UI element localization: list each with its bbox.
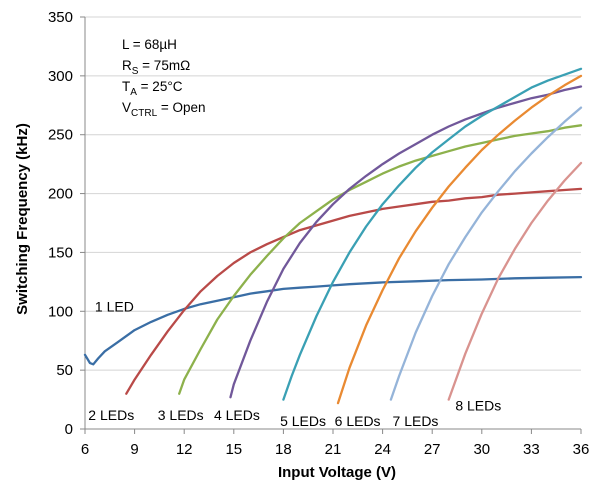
series-line-2 — [125, 187, 583, 395]
x-tick-label: 15 — [225, 441, 242, 458]
series-line-1 — [83, 275, 583, 366]
series-line-6 — [336, 74, 583, 405]
test-conditions: L = 68µH RS = 75mΩ TA = 25°C VCTRL = Open — [122, 37, 206, 119]
data-series — [83, 67, 583, 405]
y-tick-label: 350 — [48, 9, 73, 26]
x-tick-label: 21 — [325, 441, 342, 458]
y-tick-label: 0 — [65, 421, 73, 438]
x-tick-label: 30 — [473, 441, 490, 458]
condition-line: TA = 25°C — [122, 79, 183, 98]
axes — [80, 16, 582, 434]
series-label: 6 LEDs — [335, 413, 381, 429]
y-tick-label: 100 — [48, 303, 73, 320]
y-tick-label: 150 — [48, 244, 73, 261]
series-labels: 1 LED 2 LEDs 3 LEDs 4 LEDs 5 LEDs 6 LEDs 7 LED… — [88, 299, 501, 429]
series-line-8 — [447, 161, 583, 401]
x-tick-label: 12 — [176, 441, 193, 458]
x-tick-label: 18 — [275, 441, 292, 458]
x-tick-label: 36 — [573, 441, 590, 458]
condition-line: L = 68µH — [122, 37, 177, 52]
series-label: 2 LEDs — [88, 407, 134, 423]
series-label: 1 LED — [95, 299, 134, 315]
series-label: 7 LEDs — [393, 413, 439, 429]
series-label: 4 LEDs — [214, 407, 260, 423]
series-label: 5 LEDs — [280, 413, 326, 429]
tick-labels: 0 50 100 150 200 250 300 350 6 9 12 15 18 21 24 27 30 33 3… — [48, 9, 589, 458]
x-tick-label: 6 — [81, 441, 89, 458]
gridlines — [85, 16, 581, 371]
y-axis-title: Switching Frequency (kHz) — [14, 123, 31, 315]
x-tick-label: 27 — [424, 441, 441, 458]
x-axis-title: Input Voltage (V) — [278, 464, 396, 481]
series-label: 8 LEDs — [455, 397, 501, 413]
y-tick-label: 300 — [48, 68, 73, 85]
y-tick-label: 250 — [48, 127, 73, 144]
x-tick-label: 24 — [374, 441, 391, 458]
series-line-4 — [229, 85, 583, 399]
x-tick-label: 9 — [130, 441, 138, 458]
y-tick-label: 200 — [48, 186, 73, 203]
condition-line: VCTRL = Open — [122, 100, 206, 119]
series-line-3 — [178, 124, 583, 395]
series-line-7 — [389, 106, 583, 401]
y-tick-label: 50 — [56, 362, 73, 379]
series-label: 3 LEDs — [158, 407, 204, 423]
condition-line: RS = 75mΩ — [122, 58, 190, 77]
x-tick-label: 33 — [523, 441, 540, 458]
series-line-5 — [282, 67, 583, 401]
